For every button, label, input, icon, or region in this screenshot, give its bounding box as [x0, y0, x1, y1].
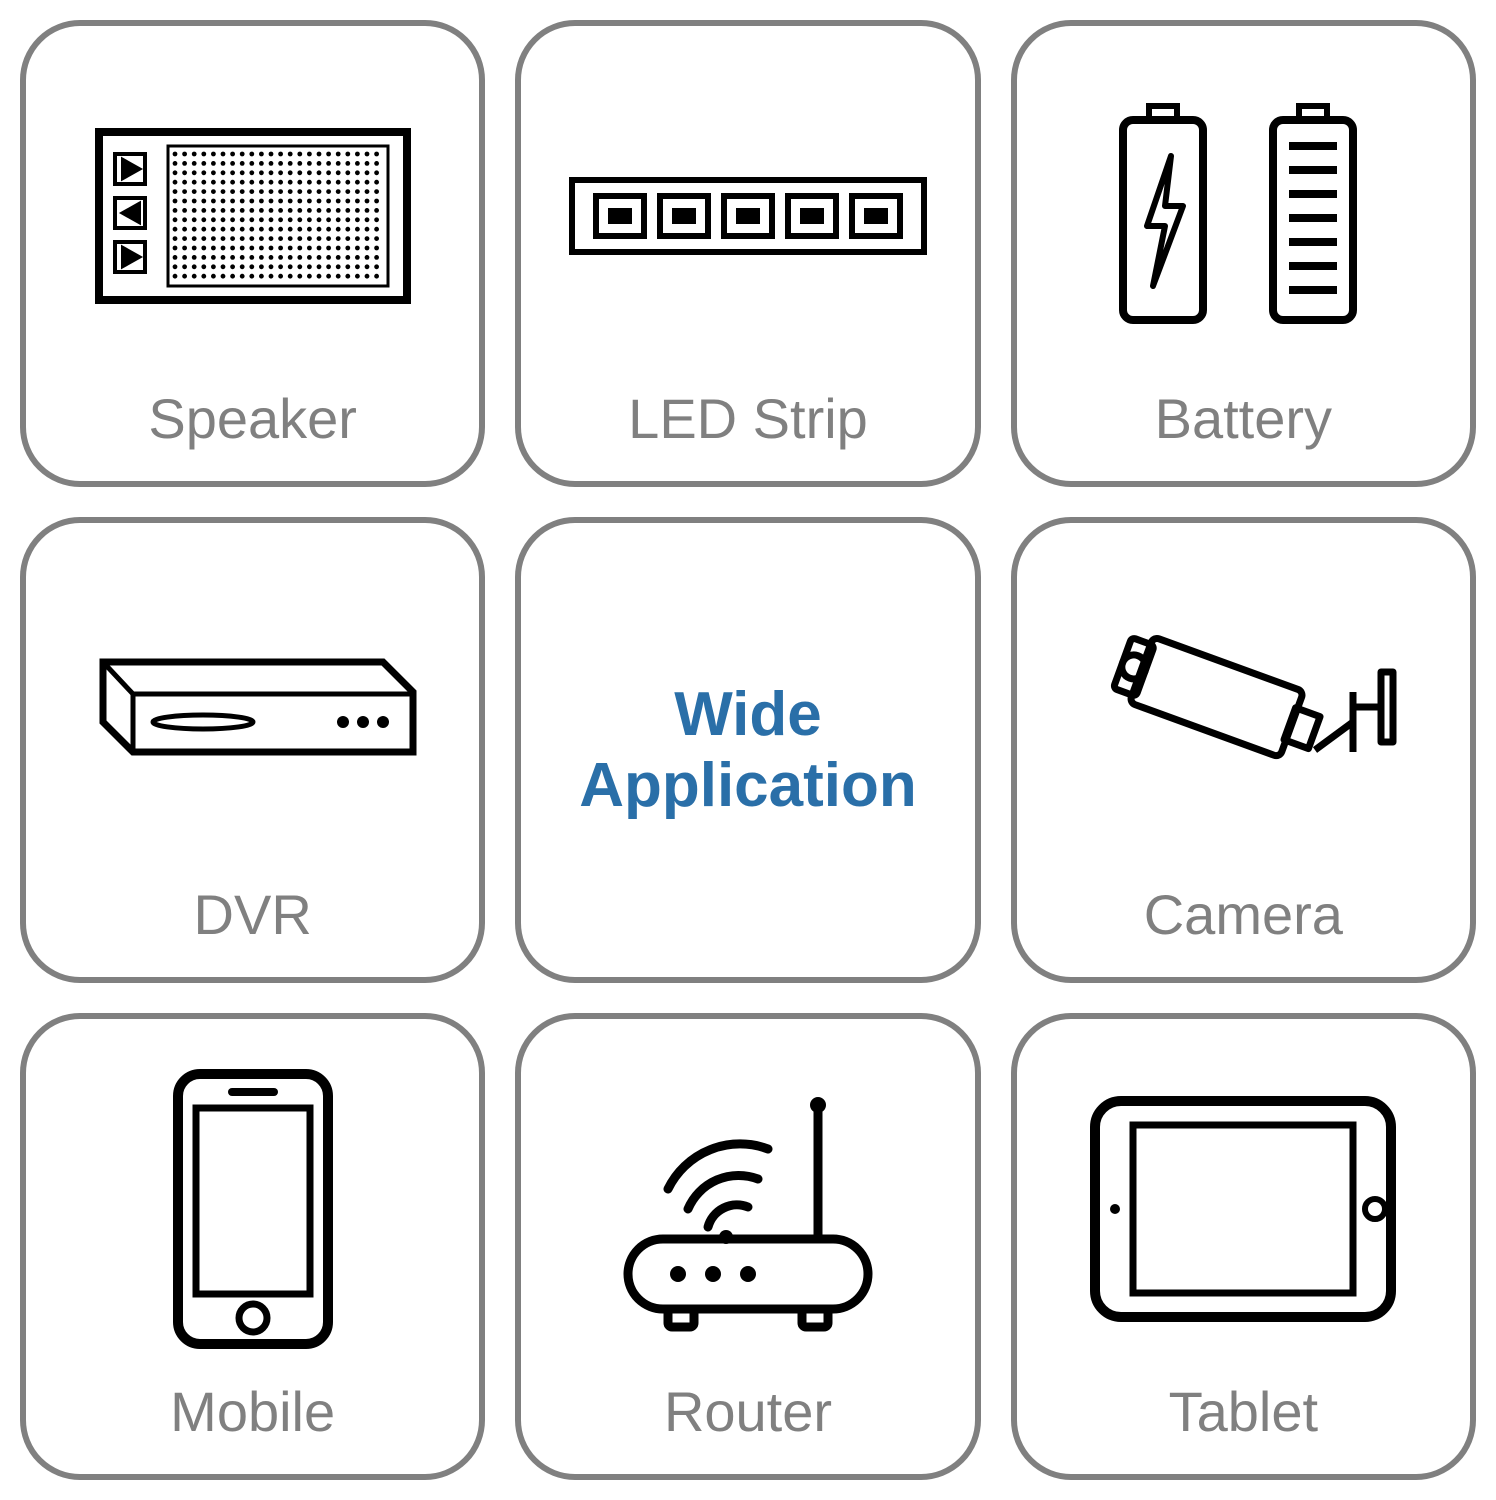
tile-tablet: Tablet [1011, 1013, 1476, 1480]
center-line2: Application [579, 750, 917, 821]
tile-camera: Camera [1011, 517, 1476, 984]
tile-label: LED Strip [628, 386, 868, 451]
tile-label: Tablet [1169, 1379, 1318, 1444]
application-grid: Speaker [20, 20, 1476, 1480]
tile-label: Router [664, 1379, 832, 1444]
tile-router: Router [515, 1013, 980, 1480]
ledstrip-icon [521, 26, 974, 386]
center-line1: Wide [579, 679, 917, 750]
tile-ledstrip: LED Strip [515, 20, 980, 487]
tile-mobile: Mobile [20, 1013, 485, 1480]
battery-icon [1017, 26, 1470, 386]
dvr-icon [26, 523, 479, 883]
tile-dvr: DVR [20, 517, 485, 984]
tile-label: DVR [194, 882, 312, 947]
tile-battery: Battery [1011, 20, 1476, 487]
tile-label: Battery [1155, 386, 1332, 451]
camera-icon [1017, 523, 1470, 883]
center-title: Wide Application [579, 679, 917, 822]
tile-label: Speaker [148, 386, 357, 451]
mobile-icon [26, 1019, 479, 1379]
tile-center: Wide Application [515, 517, 980, 984]
speaker-icon [26, 26, 479, 386]
tablet-icon [1017, 1019, 1470, 1379]
tile-speaker: Speaker [20, 20, 485, 487]
router-icon [521, 1019, 974, 1379]
tile-label: Camera [1144, 882, 1343, 947]
tile-label: Mobile [170, 1379, 335, 1444]
